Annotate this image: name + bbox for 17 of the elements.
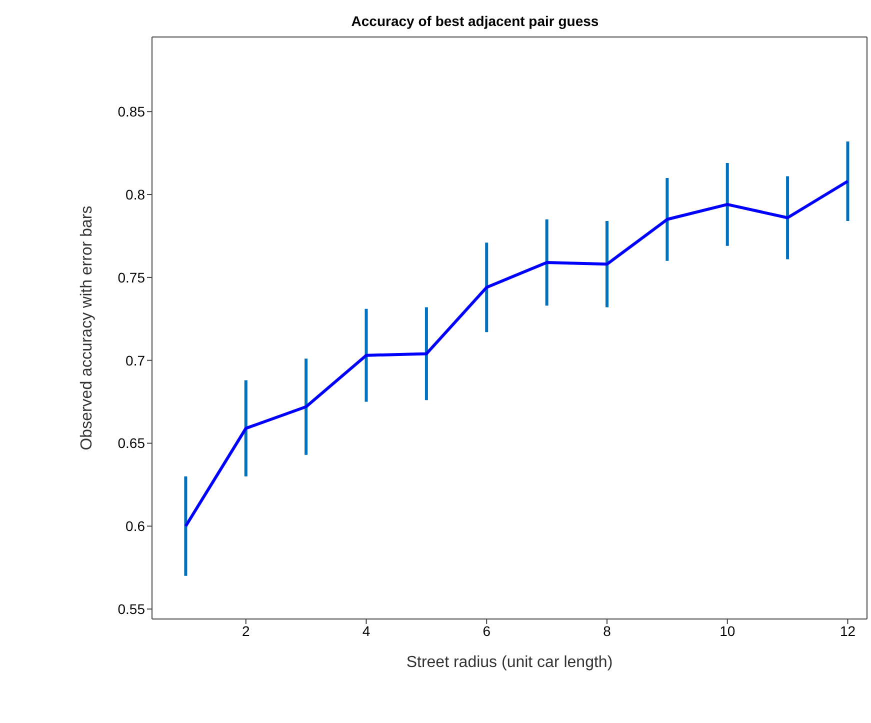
x-tick-label: 4 bbox=[362, 622, 370, 639]
chart-title: Accuracy of best adjacent pair guess bbox=[351, 13, 599, 29]
y-tick-label: 0.7 bbox=[126, 352, 146, 368]
y-tick-label: 0.6 bbox=[126, 518, 146, 534]
y-tick-label: 0.55 bbox=[118, 601, 146, 618]
y-axis-title: Observed accuracy with error bars bbox=[78, 206, 96, 450]
x-tick-label: 6 bbox=[482, 622, 491, 639]
y-tick-label: 0.85 bbox=[118, 104, 146, 120]
x-axis-title: Street radius (unit car length) bbox=[406, 654, 613, 671]
y-tick-label: 0.8 bbox=[126, 186, 146, 202]
x-tick-label: 12 bbox=[840, 622, 856, 639]
x-tick-label: 10 bbox=[720, 622, 736, 639]
y-tick-label: 0.75 bbox=[118, 269, 146, 286]
x-tick-label: 8 bbox=[603, 622, 612, 639]
line-series bbox=[184, 180, 850, 528]
x-tick-label: 2 bbox=[242, 622, 250, 639]
y-tick-label: 0.65 bbox=[118, 435, 146, 452]
